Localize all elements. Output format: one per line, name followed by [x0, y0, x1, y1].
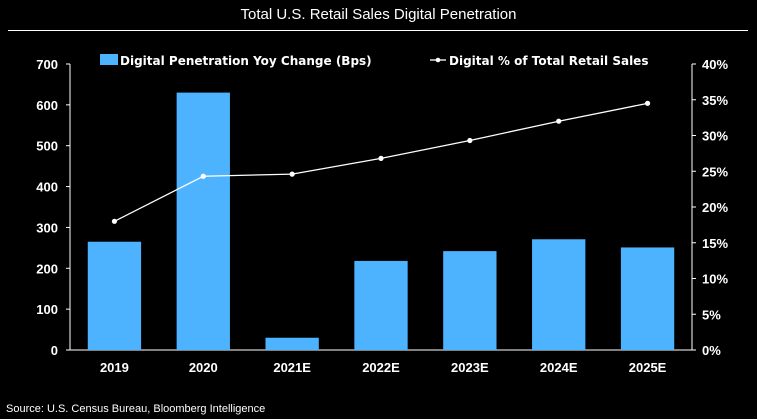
line-point — [644, 100, 651, 106]
legend-label-line: Digital % of Total Retail Sales — [449, 54, 648, 68]
left-tick-label: 300 — [36, 220, 58, 235]
bar — [443, 251, 497, 350]
bar — [265, 337, 319, 350]
line-point — [111, 218, 118, 224]
left-tick-label: 600 — [36, 98, 58, 113]
x-tick-label: 2020 — [189, 360, 218, 375]
line-point — [289, 171, 295, 177]
bar — [176, 92, 230, 350]
bar — [87, 241, 142, 350]
bar — [620, 247, 675, 350]
left-tick-label: 700 — [36, 57, 58, 72]
right-tick-label: 40% — [702, 57, 728, 72]
x-tick-label: 2024E — [540, 360, 578, 375]
chart-title: Total U.S. Retail Sales Digital Penetrat… — [240, 6, 517, 23]
right-tick-label: 35% — [702, 93, 728, 108]
line-point — [556, 118, 562, 124]
x-tick-label: 2021E — [273, 360, 311, 375]
left-tick-label: 0 — [51, 343, 58, 358]
right-tick-label: 20% — [702, 200, 728, 215]
left-tick-label: 100 — [36, 302, 58, 317]
source-note: Source: U.S. Census Bureau, Bloomberg In… — [6, 403, 266, 415]
tick-labels: 0 100 200 300 400 500 600 700 0% 5% 10% 15% 20% 25% 30… — [36, 57, 728, 375]
right-tick-label: 10% — [702, 272, 728, 287]
legend-marker-line — [435, 57, 441, 63]
x-tick-label: 2019 — [100, 360, 129, 375]
legend-label-bars: Digital Penetration Yoy Change (Bps) — [120, 54, 372, 68]
legend-swatch-bars — [100, 54, 118, 65]
right-tick-label: 30% — [702, 129, 728, 144]
x-tick-label: 2025E — [629, 360, 667, 375]
right-tick-label: 25% — [702, 164, 728, 179]
line-point — [378, 155, 384, 161]
x-tick-label: 2023E — [451, 360, 489, 375]
left-tick-label: 400 — [36, 180, 58, 195]
bar — [532, 239, 586, 350]
line-series — [111, 100, 651, 224]
line-point — [200, 173, 206, 179]
chart-legend: Digital Penetration Yoy Change (Bps) Digi… — [100, 54, 648, 68]
bar-series — [87, 92, 675, 350]
right-tick-label: 5% — [702, 307, 721, 322]
title-divider — [8, 30, 748, 31]
line-point — [467, 137, 473, 144]
left-tick-label: 500 — [36, 139, 58, 154]
bar — [354, 260, 408, 350]
left-tick-label: 200 — [36, 261, 58, 276]
x-tick-label: 2022E — [362, 360, 400, 375]
right-tick-label: 0% — [702, 343, 721, 358]
right-tick-label: 15% — [702, 236, 728, 251]
